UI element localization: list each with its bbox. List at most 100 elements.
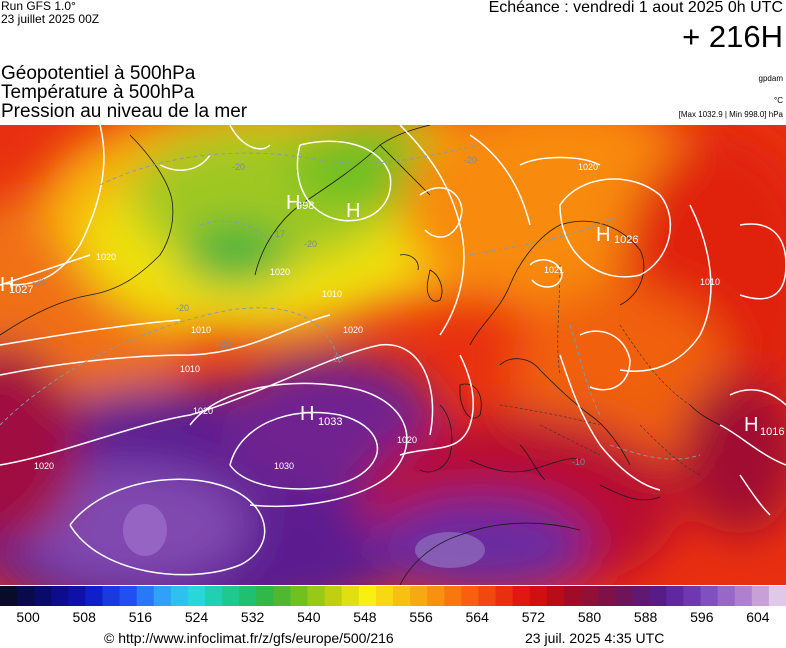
lead-time: + 216H <box>682 19 783 54</box>
scale-swatch <box>85 586 104 606</box>
field-temperature: Température à 500hPa <box>1 82 195 103</box>
scale-swatch <box>153 586 172 606</box>
scale-tick-label: 508 <box>72 609 96 625</box>
high-label: H <box>596 224 610 246</box>
isotherm-labels: -20 -20 -20 -20 -20 -17 -20 -15 -10 <box>32 155 585 467</box>
scale-tick-label: 500 <box>16 609 40 625</box>
scale-tick-label: 556 <box>409 609 433 625</box>
pressure-centers: H 1033 H 1027 H 998 H H 1026 H 1016 <box>0 192 784 438</box>
isobar-labels: 1030 1020 1020 1020 1020 1010 1010 1010 … <box>34 162 720 471</box>
scale-swatch <box>563 586 582 606</box>
scale-swatch <box>358 586 377 606</box>
field-pressure: Pression au niveau de la mer <box>1 101 248 122</box>
scale-swatch <box>683 586 702 606</box>
isobar-label: 1010 <box>180 364 200 374</box>
isotherm-label: -20 <box>218 339 231 349</box>
scale-swatch <box>273 586 292 606</box>
valid-time: Echéance : vendredi 1 aout 2025 0h UTC <box>488 0 783 16</box>
isobar-label: 1020 <box>193 406 213 416</box>
scale-swatch <box>239 586 257 606</box>
unit-pressure: [Max 1032.9 | Min 998.0] hPa <box>678 110 783 119</box>
scale-swatch <box>478 586 497 606</box>
credit-link[interactable]: © http://www.infoclimat.fr/z/gfs/europe/… <box>104 630 394 646</box>
scale-swatch <box>136 586 155 606</box>
coastlines <box>0 125 721 585</box>
scale-tick-label: 596 <box>690 609 714 625</box>
scale-tick-label: 516 <box>128 609 153 625</box>
scale-swatch <box>290 586 309 606</box>
scale-swatch <box>17 586 35 606</box>
scale-swatch <box>512 586 531 606</box>
isobar-label: 1030 <box>274 461 294 471</box>
high-label: H <box>0 274 14 296</box>
scale-swatch <box>700 586 719 606</box>
scale-swatch <box>119 586 138 606</box>
scale-swatch <box>187 586 206 606</box>
scale-swatch <box>256 586 274 606</box>
scale-swatch <box>393 586 411 606</box>
color-field <box>0 125 786 585</box>
unit-temperature: °C <box>774 96 783 105</box>
isobar-label: 1010 <box>700 277 720 287</box>
high-label: H <box>300 403 314 425</box>
isobars <box>0 125 786 576</box>
scale-swatch <box>717 586 736 606</box>
unit-geopotential: gpdam <box>758 74 783 83</box>
scale-swatch <box>410 586 428 606</box>
isobar-label: 1020 <box>397 435 417 445</box>
borders <box>499 264 701 476</box>
isotherm-label: -20 <box>232 162 245 172</box>
isotherm-label: -20 <box>304 239 317 249</box>
high-value: 1016 <box>760 426 784 438</box>
scale-tick-label: 532 <box>240 609 265 625</box>
scale-swatch <box>632 586 650 606</box>
isobar-label: 1020 <box>96 252 116 262</box>
scale-swatch <box>495 586 514 606</box>
scale-swatch <box>649 586 667 606</box>
generated-date: 23 juil. 2025 4:35 UTC <box>525 630 665 646</box>
scale-tick-label: 540 <box>297 609 321 625</box>
scale-swatch <box>734 586 753 606</box>
isobar-label: 1010 <box>322 289 342 299</box>
isotherm-label: -20 <box>464 155 477 165</box>
scale-swatch <box>68 586 87 606</box>
scale-swatch <box>444 586 462 606</box>
high-label: H <box>744 414 758 436</box>
isobar-label: 1021 <box>544 265 564 275</box>
run-label: Run GFS 1.0° <box>1 0 76 13</box>
isotherm-label: -17 <box>272 229 285 239</box>
scale-swatch <box>598 586 616 606</box>
run-date: 23 juillet 2025 00Z <box>1 12 100 26</box>
scale-swatch <box>51 586 69 606</box>
high-value: 998 <box>296 200 314 212</box>
scale-swatch <box>461 586 480 606</box>
scale-tick-label: 580 <box>577 609 602 625</box>
isotherm-label: -10 <box>572 457 585 467</box>
high-label: H <box>286 192 300 214</box>
scale-tick-label: 604 <box>746 609 770 625</box>
scale-swatch <box>580 586 599 606</box>
scale-swatch <box>546 586 565 606</box>
isobar-label: 1020 <box>343 325 363 335</box>
scale-swatch <box>427 586 445 606</box>
high-value: 1026 <box>614 234 638 246</box>
scale-swatch <box>341 586 360 606</box>
scale-swatch <box>222 586 240 606</box>
scale-swatch <box>529 586 548 606</box>
weather-map: H 1033 H 1027 H 998 H H 1026 H 1016 1030… <box>0 125 786 585</box>
scale-swatch <box>205 586 223 606</box>
scale-tick-label: 548 <box>353 609 377 625</box>
isobar-label: 1020 <box>578 162 598 172</box>
scale-tick-label: 524 <box>184 609 209 625</box>
scale-swatch <box>768 586 786 606</box>
field-geopotential: Géopotentiel à 500hPa <box>1 63 196 84</box>
scale-swatch <box>0 586 18 606</box>
scale-swatch <box>751 586 770 606</box>
high-value: 1027 <box>9 284 33 296</box>
scale-swatch <box>34 586 52 606</box>
high-label: H <box>346 200 360 222</box>
color-scale <box>0 586 786 606</box>
scale-swatch <box>615 586 633 606</box>
scale-swatch <box>102 586 121 606</box>
scale-swatch <box>666 586 685 606</box>
